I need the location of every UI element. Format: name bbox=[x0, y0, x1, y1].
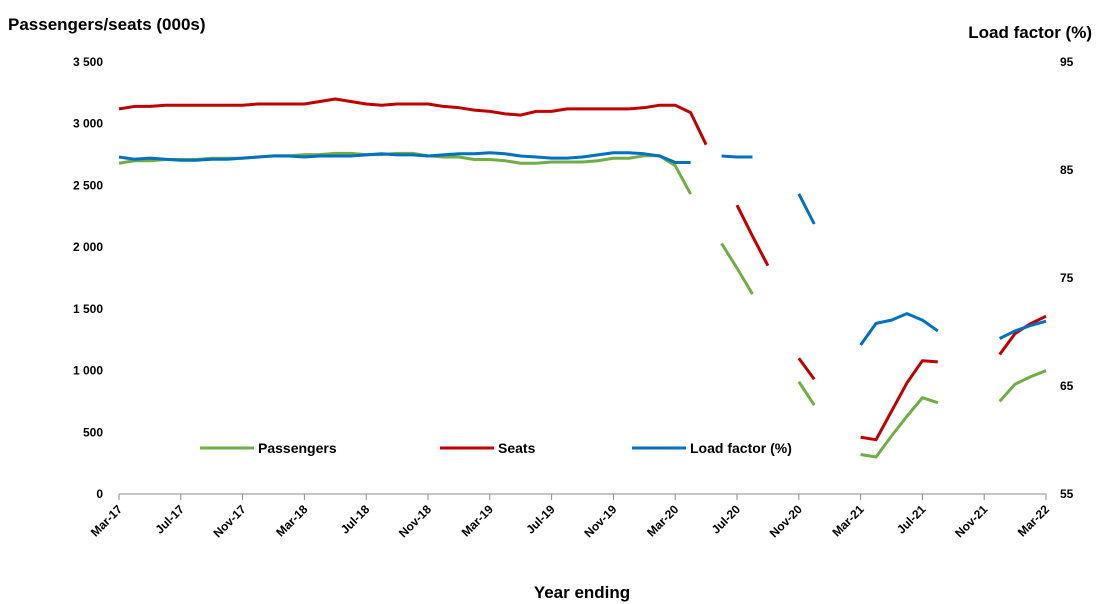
series-line-segment bbox=[998, 369, 1047, 403]
y-right-tick-label: 65 bbox=[1060, 379, 1074, 393]
x-tick-label: Nov-17 bbox=[211, 502, 249, 540]
y-axis-left-ticks: 0 500 1 000 1 500 2 000 2 500 3 000 3 500 bbox=[73, 55, 103, 501]
series-line-segment bbox=[859, 312, 939, 346]
x-tick-label: Jul-19 bbox=[523, 502, 558, 537]
series-line-segment bbox=[735, 204, 770, 267]
left-axis-title: Passengers/seats (000s) bbox=[8, 15, 206, 34]
series-line-segment bbox=[860, 359, 938, 442]
y-left-tick-label: 1 000 bbox=[73, 364, 103, 378]
x-axis-tick-labels: Mar-17 Jul-17 Nov-17 Mar-18 Jul-18 Nov-18 Mar-… bbox=[88, 502, 1052, 540]
x-tick-label: Nov-21 bbox=[952, 502, 990, 540]
y-left-tick-label: 2 500 bbox=[73, 178, 103, 192]
x-axis-title: Year ending bbox=[534, 583, 630, 602]
x-tick-label: Nov-20 bbox=[767, 502, 805, 540]
series-line-segment bbox=[797, 380, 816, 406]
series-passengers bbox=[118, 151, 1047, 459]
legend-item: Seats bbox=[440, 440, 536, 456]
y-left-tick-label: 0 bbox=[96, 487, 103, 501]
series-line-segment bbox=[797, 357, 816, 381]
y-left-tick-label: 3 500 bbox=[73, 55, 103, 69]
series-line-segment bbox=[860, 396, 939, 459]
legend-label: Load factor (%) bbox=[690, 440, 792, 456]
legend-item: Passengers bbox=[200, 440, 337, 456]
x-tick-label: Mar-21 bbox=[829, 502, 866, 539]
x-tick-label: Mar-17 bbox=[88, 502, 125, 539]
series-seats bbox=[118, 97, 1047, 442]
y-left-tick-label: 3 000 bbox=[73, 117, 103, 131]
legend-label: Passengers bbox=[258, 440, 337, 456]
y-right-tick-label: 85 bbox=[1060, 163, 1074, 177]
x-tick-label: Jul-17 bbox=[152, 502, 187, 537]
x-tick-label: Mar-22 bbox=[1015, 502, 1052, 539]
y-axis-right-ticks: 55 65 75 85 95 bbox=[1060, 55, 1074, 501]
legend-label: Seats bbox=[498, 440, 536, 456]
series-load-factor bbox=[118, 151, 1047, 346]
legend: Passengers Seats Load factor (%) bbox=[200, 440, 792, 456]
y-right-tick-label: 75 bbox=[1060, 271, 1074, 285]
series-line-segment bbox=[118, 151, 691, 164]
y-right-tick-label: 55 bbox=[1060, 487, 1074, 501]
legend-item: Load factor (%) bbox=[632, 440, 792, 456]
x-tick-label: Nov-18 bbox=[396, 502, 434, 540]
x-tick-label: Jul-20 bbox=[709, 502, 744, 537]
x-tick-label: Jul-18 bbox=[338, 502, 373, 537]
y-left-tick-label: 1 500 bbox=[73, 302, 103, 316]
right-axis-title: Load factor (%) bbox=[968, 23, 1092, 42]
x-axis-ticks bbox=[118, 494, 1047, 500]
x-tick-label: Jul-21 bbox=[894, 502, 929, 537]
y-right-tick-label: 95 bbox=[1060, 55, 1074, 69]
series-line-segment bbox=[998, 319, 1047, 340]
x-tick-label: Nov-19 bbox=[581, 502, 619, 540]
y-left-tick-label: 2 000 bbox=[73, 240, 103, 254]
y-left-tick-label: 500 bbox=[83, 425, 103, 439]
series-layer bbox=[118, 97, 1047, 459]
series-line-segment bbox=[118, 97, 708, 146]
series-line-segment bbox=[720, 242, 754, 295]
x-tick-label: Mar-19 bbox=[459, 502, 496, 539]
series-line-segment bbox=[797, 193, 816, 225]
x-tick-label: Mar-18 bbox=[273, 502, 310, 539]
x-tick-label: Mar-20 bbox=[644, 502, 681, 539]
series-line-segment bbox=[721, 154, 753, 159]
